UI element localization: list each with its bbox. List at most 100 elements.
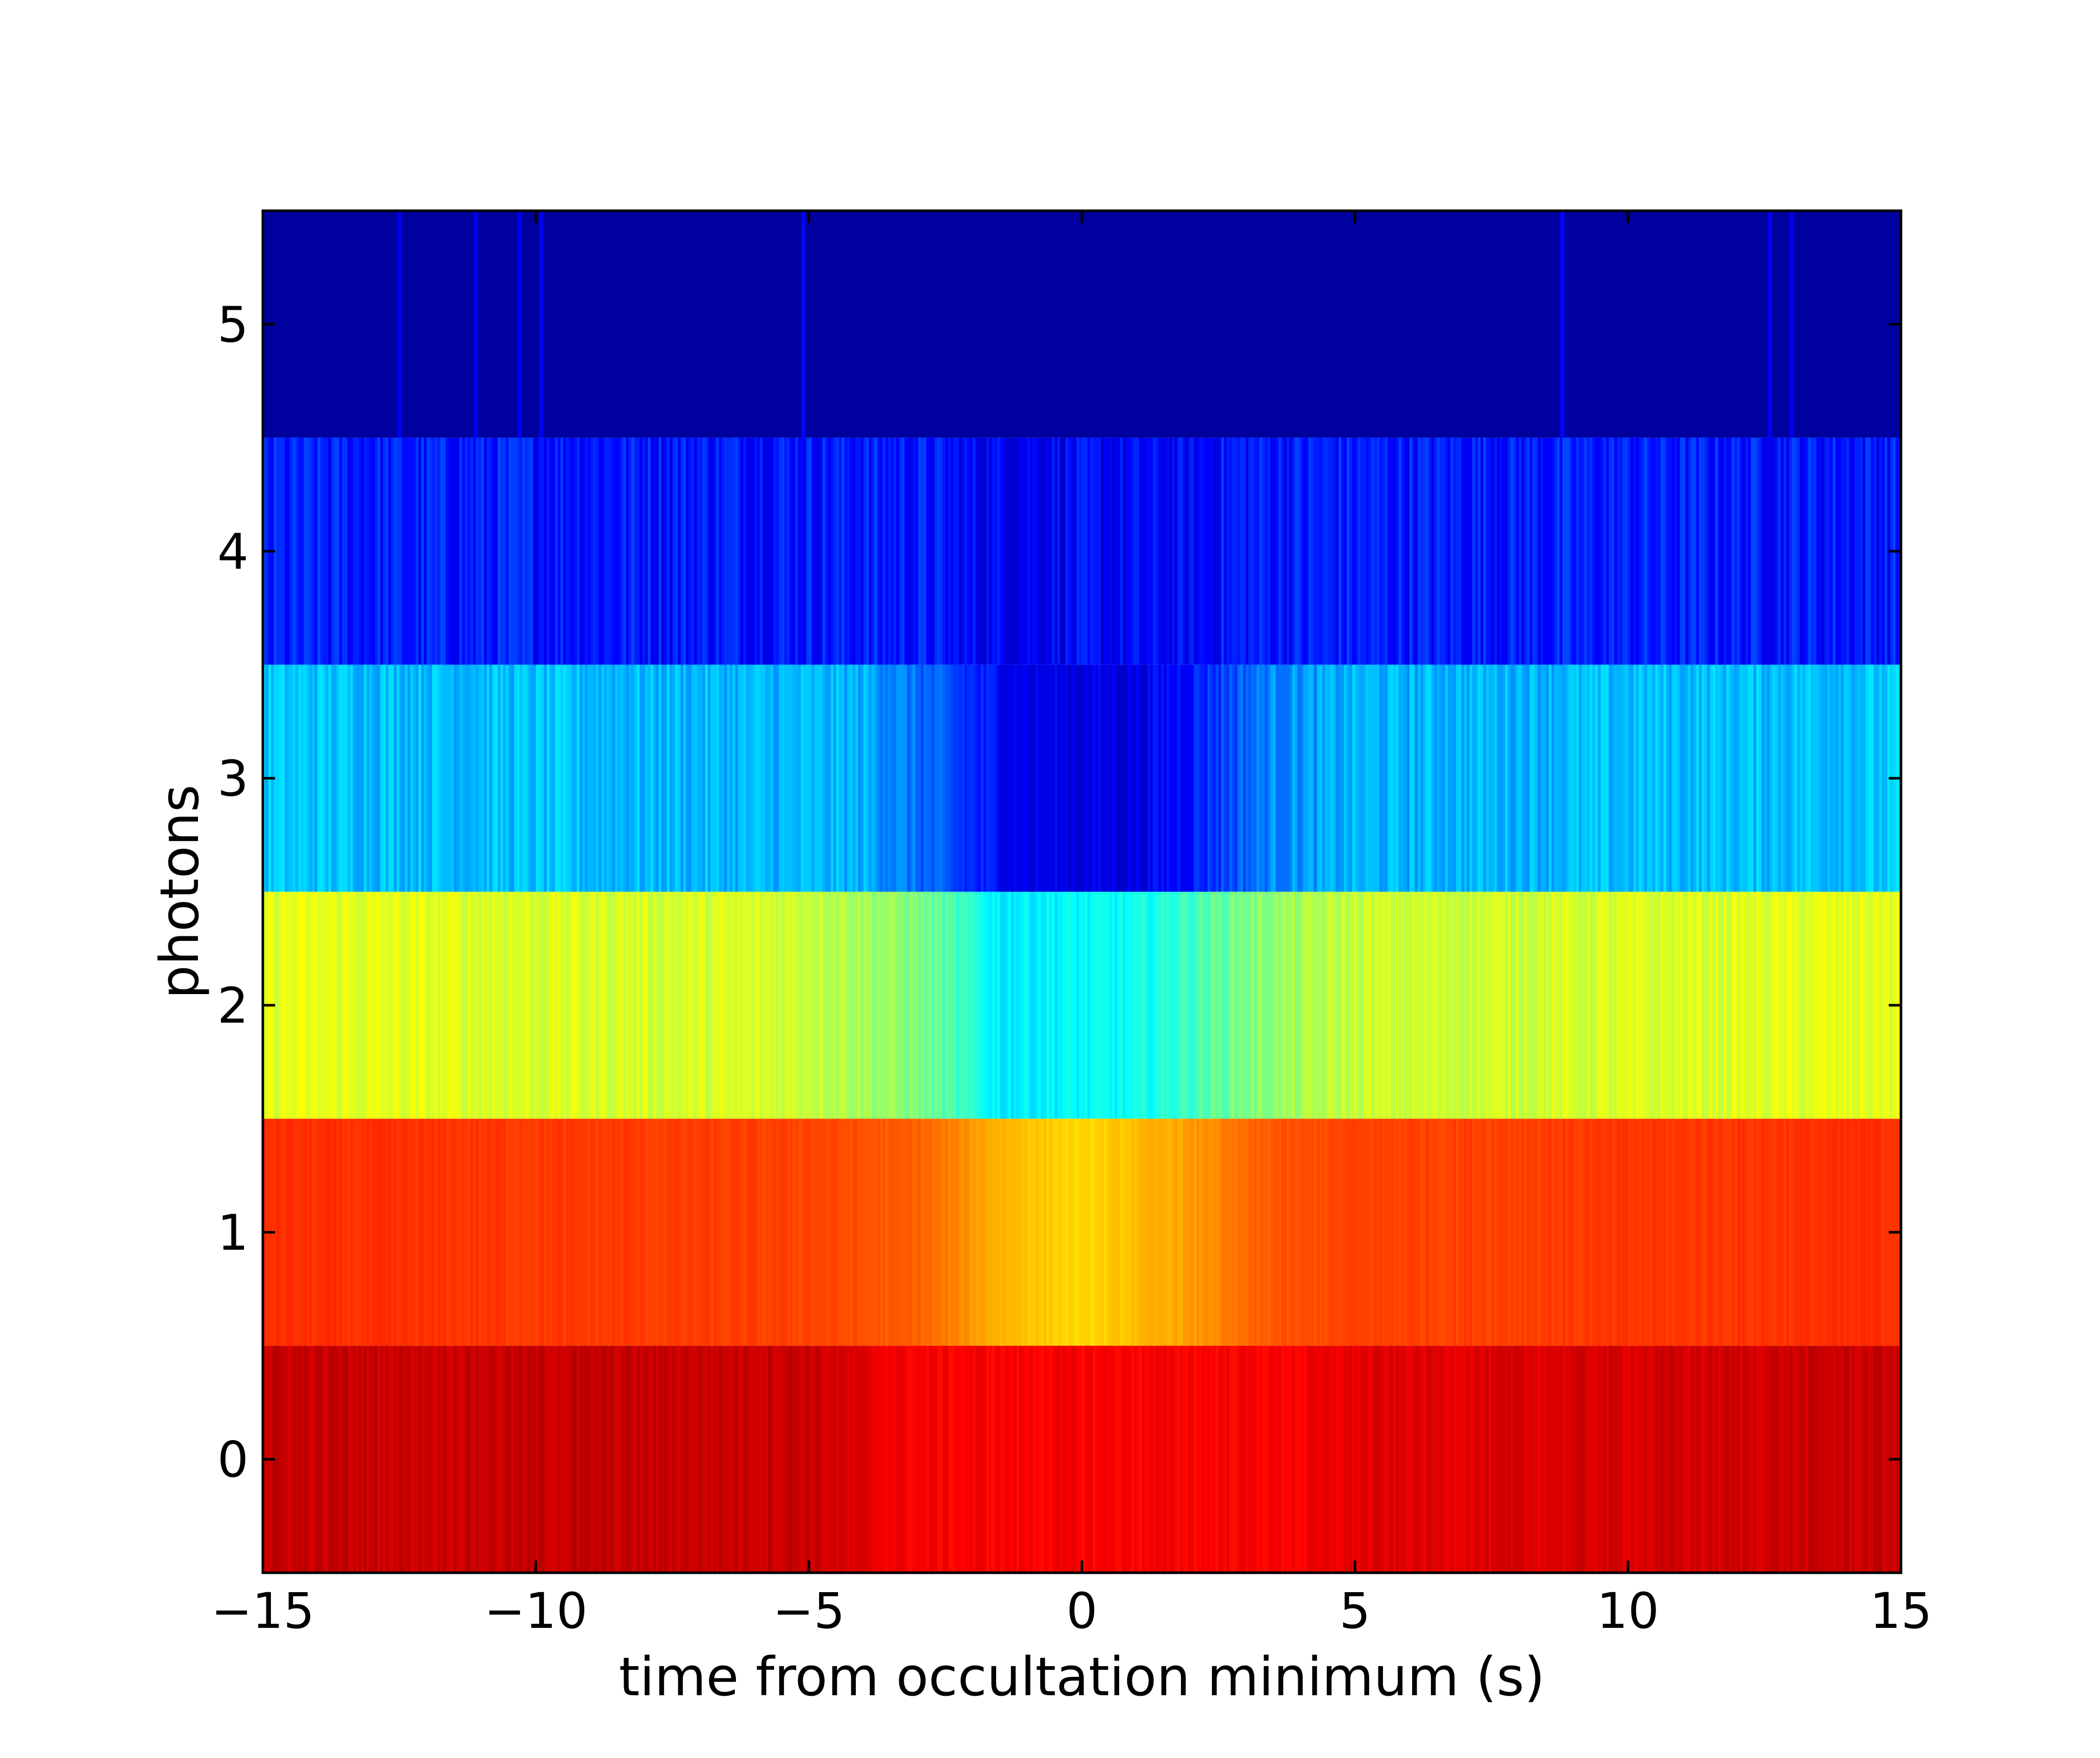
heatmap-cell xyxy=(1475,211,1478,438)
heatmap-cell xyxy=(986,892,990,1119)
heatmap-cell xyxy=(650,437,654,665)
heatmap-cell xyxy=(1349,1119,1353,1346)
heatmap-cell xyxy=(803,1119,807,1346)
heatmap-cell xyxy=(470,1346,474,1573)
heatmap-cell xyxy=(331,437,334,665)
heatmap-cell xyxy=(1415,1346,1418,1573)
heatmap-cell xyxy=(282,1346,285,1573)
heatmap-cell xyxy=(1131,892,1134,1119)
heatmap-cell xyxy=(737,664,742,892)
heatmap-cell xyxy=(385,892,389,1119)
heatmap-cell xyxy=(1420,892,1424,1119)
heatmap-cell xyxy=(1622,1346,1626,1573)
heatmap-cell xyxy=(1254,892,1257,1119)
heatmap-cell xyxy=(648,1119,651,1346)
heatmap-cell xyxy=(1016,664,1020,892)
heatmap-cell xyxy=(934,437,938,665)
heatmap-cell xyxy=(549,1346,553,1573)
heatmap-cell xyxy=(372,1346,376,1573)
heatmap-cell xyxy=(1111,1346,1115,1573)
heatmap-cell xyxy=(609,892,613,1119)
heatmap-cell xyxy=(1732,1346,1735,1573)
heatmap-cell xyxy=(1442,664,1446,892)
heatmap-cell xyxy=(880,1346,883,1573)
heatmap-cell xyxy=(1551,211,1555,438)
heatmap-cell xyxy=(1259,892,1263,1119)
heatmap-cell xyxy=(489,1346,493,1573)
y-axis-label: photons xyxy=(149,784,211,999)
heatmap-cell xyxy=(710,1119,714,1346)
heatmap-cell xyxy=(1516,437,1519,665)
heatmap-cell xyxy=(579,437,583,665)
heatmap-cell xyxy=(729,437,733,665)
heatmap-cell xyxy=(1305,1346,1309,1573)
heatmap-cell xyxy=(814,1119,818,1346)
heatmap-cell xyxy=(484,1346,487,1573)
heatmap-cell xyxy=(1860,211,1863,438)
heatmap-cell xyxy=(623,892,627,1119)
heatmap-cell xyxy=(779,211,782,438)
heatmap-cell xyxy=(1204,211,1208,438)
heatmap-cell xyxy=(1327,1119,1331,1346)
heatmap-cell xyxy=(1529,1346,1533,1573)
heatmap-cell xyxy=(587,664,591,892)
heatmap-cell xyxy=(1355,1119,1358,1346)
heatmap-cell xyxy=(757,892,760,1119)
heatmap-cell xyxy=(1265,437,1268,665)
heatmap-cell xyxy=(762,211,766,438)
heatmap-cell xyxy=(1038,437,1042,665)
heatmap-cell xyxy=(1137,211,1140,438)
heatmap-cell xyxy=(1728,664,1733,892)
heatmap-cell xyxy=(565,437,569,665)
heatmap-cell xyxy=(784,1346,787,1573)
heatmap-cell xyxy=(820,1346,823,1573)
heatmap-cell xyxy=(1095,892,1099,1119)
heatmap-cell xyxy=(1685,664,1689,892)
heatmap-cell xyxy=(1742,1346,1746,1573)
heatmap-cell xyxy=(1546,664,1549,892)
heatmap-cell xyxy=(1603,437,1607,665)
heatmap-cell xyxy=(1475,1119,1478,1346)
heatmap-cell xyxy=(907,1346,910,1573)
heatmap-cell xyxy=(609,664,613,892)
heatmap-cell xyxy=(1513,437,1517,665)
heatmap-cell xyxy=(1816,211,1820,438)
heatmap-cell xyxy=(1254,1346,1257,1573)
heatmap-cell xyxy=(446,1119,449,1346)
heatmap-cell xyxy=(1204,437,1208,665)
heatmap-cell xyxy=(298,437,302,665)
heatmap-cell xyxy=(1797,211,1800,438)
heatmap-cell xyxy=(940,437,943,665)
heatmap-cell xyxy=(1322,437,1325,665)
heatmap-cell xyxy=(937,892,941,1119)
heatmap-cell xyxy=(639,437,643,665)
heatmap-cell xyxy=(1333,1119,1337,1346)
heatmap-cell xyxy=(1357,1346,1361,1573)
heatmap-cell xyxy=(1101,1346,1104,1573)
heatmap-cell xyxy=(1423,1346,1426,1573)
heatmap-cell xyxy=(1824,892,1828,1119)
heatmap-cell xyxy=(680,664,684,892)
heatmap-cell xyxy=(454,1119,457,1346)
heatmap-cell xyxy=(1669,664,1672,892)
heatmap-cell xyxy=(1439,211,1443,438)
heatmap-cell xyxy=(1764,1119,1768,1346)
heatmap-cell xyxy=(1098,664,1102,892)
heatmap-cell xyxy=(852,1346,856,1573)
heatmap-cell xyxy=(1109,437,1113,665)
heatmap-cell xyxy=(694,892,698,1119)
heatmap-cell xyxy=(694,664,698,892)
heatmap-cell xyxy=(1371,1119,1375,1346)
heatmap-cell xyxy=(1117,211,1121,438)
heatmap-row-1-photons xyxy=(263,1119,1901,1346)
heatmap-cell xyxy=(1884,211,1888,438)
heatmap-cell xyxy=(1054,437,1058,665)
heatmap-cell xyxy=(565,664,569,892)
heatmap-cell xyxy=(1188,1119,1192,1346)
heatmap-cell xyxy=(776,664,779,892)
heatmap-cell xyxy=(1406,437,1410,665)
heatmap-cell xyxy=(519,437,523,665)
heatmap-cell xyxy=(1265,892,1268,1119)
heatmap-cell xyxy=(1614,1119,1618,1346)
heatmap-cell xyxy=(863,437,867,665)
